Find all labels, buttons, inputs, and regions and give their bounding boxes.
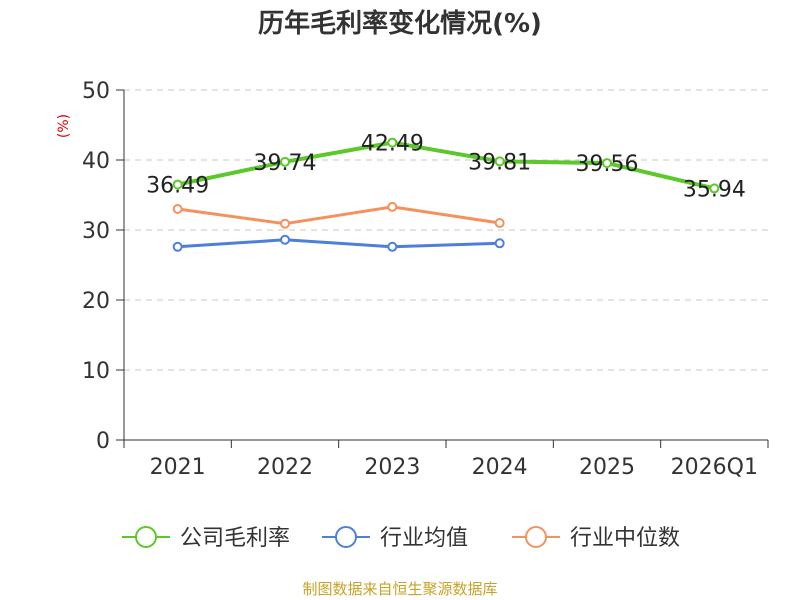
y-tick-label: 10 (82, 359, 110, 384)
grid-layer (124, 90, 768, 370)
y-tick-label: 50 (82, 79, 110, 104)
y-tick-label: 40 (82, 149, 110, 174)
data-label-layer: 36.49 39.74 42.49 39.81 39.56 35.94 (146, 132, 746, 203)
x-tick-label: 2026Q1 (671, 455, 758, 480)
legend-label: 公司毛利率 (180, 526, 290, 551)
source-note: 制图数据来自恒生聚源数据库 (302, 580, 497, 598)
series-line-3 (178, 207, 500, 224)
data-label: 39.56 (576, 152, 639, 177)
data-label: 39.81 (468, 150, 531, 175)
data-label: 39.74 (254, 151, 317, 176)
series-line-2 (178, 240, 500, 247)
y-tick-label: 20 (82, 289, 110, 314)
y-tick-label: 0 (96, 429, 110, 454)
axis-layer: 0 10 20 30 40 50 2021 2022 2023 2024 2025 2026Q1 (82, 79, 768, 480)
chart-title: 历年毛利率变化情况(%) (258, 8, 542, 39)
data-point-series2 (388, 243, 396, 251)
x-tick-label: 2023 (364, 455, 420, 480)
legend: 公司毛利率 行业均值 行业中位数 (122, 526, 680, 551)
data-point-series3 (496, 219, 504, 227)
y-unit-label: (%) (56, 114, 72, 138)
legend-item-2: 行业均值 (322, 526, 468, 551)
line-chart: 历年毛利率变化情况(%) (%) 0 10 20 30 40 50 2021 2022 2023… (0, 0, 800, 600)
data-point-series3 (281, 220, 289, 228)
x-tick-label: 2021 (150, 455, 206, 480)
data-label: 35.94 (683, 177, 746, 202)
x-tick-label: 2022 (257, 455, 313, 480)
legend-marker (526, 527, 546, 547)
legend-item-1: 公司毛利率 (122, 526, 290, 551)
legend-label: 行业均值 (380, 526, 468, 551)
data-point-series2 (174, 243, 182, 251)
legend-item-3: 行业中位数 (512, 526, 680, 551)
data-point-series3 (174, 205, 182, 213)
legend-marker (136, 527, 156, 547)
legend-marker (336, 527, 356, 547)
data-point-series2 (281, 236, 289, 244)
legend-label: 行业中位数 (570, 526, 680, 551)
data-point-series3 (388, 203, 396, 211)
x-tick-label: 2024 (472, 455, 528, 480)
y-tick-label: 30 (82, 219, 110, 244)
data-label: 36.49 (146, 174, 209, 199)
x-tick-label: 2025 (579, 455, 635, 480)
data-label: 42.49 (361, 132, 424, 157)
data-point-series2 (496, 239, 504, 247)
